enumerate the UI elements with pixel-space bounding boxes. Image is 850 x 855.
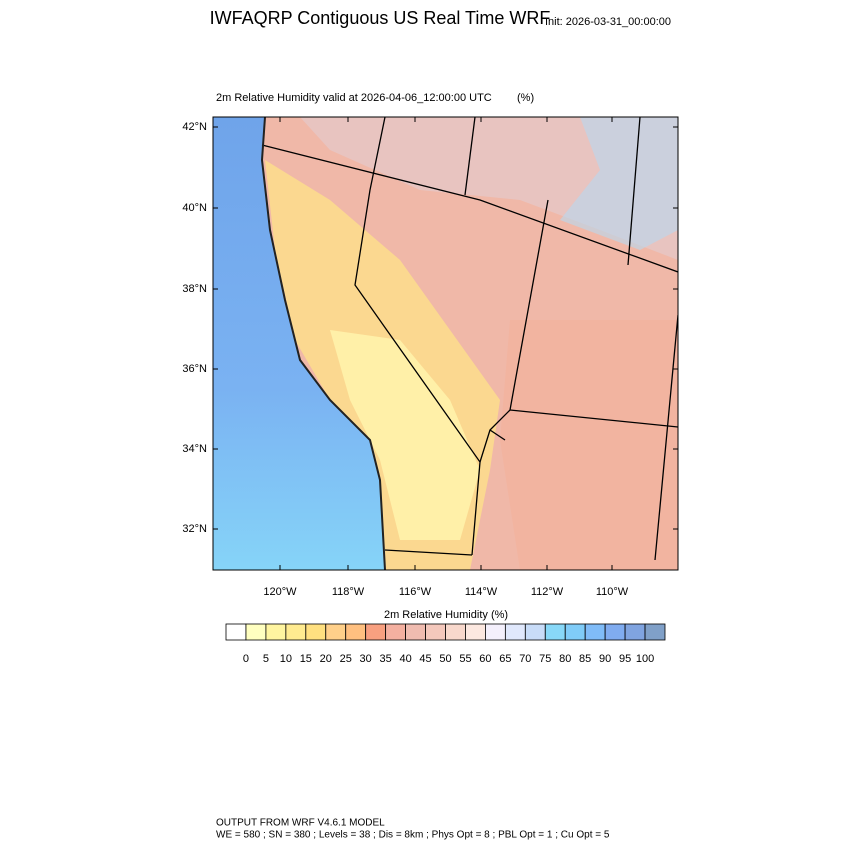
colorbar-box	[465, 623, 486, 641]
colorbar-label: 25	[340, 653, 352, 665]
ocean	[213, 117, 385, 570]
colorbar-label: 75	[539, 653, 551, 665]
colorbar-label: 100	[636, 653, 654, 665]
lat-tick-label: 42°N	[182, 121, 207, 133]
colorbar-label: 50	[439, 653, 451, 665]
colorbar-units: (%)	[491, 609, 508, 621]
lon-tick-label: 118°W	[332, 586, 365, 598]
colorbar-box	[604, 623, 626, 641]
colorbar-box	[345, 623, 367, 641]
colorbar-box	[485, 623, 506, 641]
colorbar-box	[245, 623, 267, 641]
colorbar-label: 30	[360, 653, 372, 665]
colorbar-label: 55	[459, 653, 471, 665]
colorbar-box	[564, 623, 586, 641]
lon-tick-label: 116°W	[399, 586, 432, 598]
colorbar-label: 95	[619, 653, 631, 665]
colorbar-label: 40	[399, 653, 411, 665]
colorbar-box	[425, 623, 446, 641]
lat-tick-label: 40°N	[182, 202, 207, 214]
colorbar-title: 2m Relative Humidity (%)	[384, 609, 508, 621]
moist-area	[560, 117, 678, 250]
lon-tick-label: 110°W	[596, 586, 629, 598]
colorbar-box	[445, 623, 466, 641]
map-frame	[212, 116, 679, 571]
colorbar-title-text: 2m Relative Humidity	[384, 609, 488, 621]
colorbar-label: 20	[320, 653, 332, 665]
colorbar-box	[325, 623, 347, 641]
colorbar-box	[285, 623, 307, 641]
lon-tick-label: 120°W	[263, 586, 297, 598]
lat-tick-label: 34°N	[182, 443, 207, 455]
map-subtitle: 2m Relative Humidity valid at 2026-04-06…	[216, 92, 492, 104]
state-borders	[261, 117, 678, 561]
colorbar-box	[624, 623, 646, 641]
init-time: Init: 2026-03-31_00:00:00	[545, 16, 671, 28]
lon-tick-label: 114°W	[465, 586, 498, 598]
colorbar-box	[365, 623, 387, 641]
colorbar-box	[584, 623, 606, 641]
coastline	[260, 117, 386, 570]
footer-line1: OUTPUT FROM WRF V4.6.1 MODEL	[216, 818, 385, 829]
lat-tick-label: 32°N	[182, 523, 207, 535]
lon-tick-label: 112°W	[531, 586, 564, 598]
colorbar-label: 15	[300, 653, 312, 665]
colorbar: 0 5 10 15 20 25 30 35 40 45 50 55 60 65 70 75 80 85 90 95 10…	[225, 623, 666, 665]
footer-line2: WE = 580 ; SN = 380 ; Levels = 38 ; Dis …	[216, 830, 610, 841]
lat-tick-label: 36°N	[182, 363, 207, 375]
colorbar-label: 60	[479, 653, 491, 665]
map	[212, 116, 679, 571]
colorbar-box	[405, 623, 426, 641]
land-southeast	[500, 320, 678, 570]
colorbar-label: 80	[559, 653, 571, 665]
land-north	[300, 117, 678, 260]
colorbar-box	[265, 623, 287, 641]
colorbar-box	[305, 623, 327, 641]
colorbar-label: 0	[243, 653, 249, 665]
colorbar-box	[644, 623, 666, 641]
driest-area	[330, 330, 480, 540]
colorbar-box	[385, 623, 406, 641]
colorbar-box	[225, 623, 247, 641]
colorbar-box	[524, 623, 546, 641]
title: IWFAQRP Contiguous US Real Time WRF	[210, 8, 551, 28]
colorbar-label: 5	[263, 653, 269, 665]
map-units: (%)	[517, 92, 534, 104]
map-ticks: 42°N 40°N 38°N 36°N 34°N 32°N 120°W 118°W 116°W 1…	[182, 117, 678, 598]
colorbar-label: 65	[499, 653, 511, 665]
colorbar-box	[544, 623, 566, 641]
colorbar-label: 10	[280, 653, 292, 665]
lat-tick-label: 38°N	[182, 283, 207, 295]
colorbar-label: 90	[599, 653, 611, 665]
colorbar-label: 45	[419, 653, 431, 665]
colorbar-label: 70	[519, 653, 531, 665]
colorbar-label: 85	[579, 653, 591, 665]
colorbar-label: 35	[380, 653, 392, 665]
colorbar-box	[504, 623, 526, 641]
